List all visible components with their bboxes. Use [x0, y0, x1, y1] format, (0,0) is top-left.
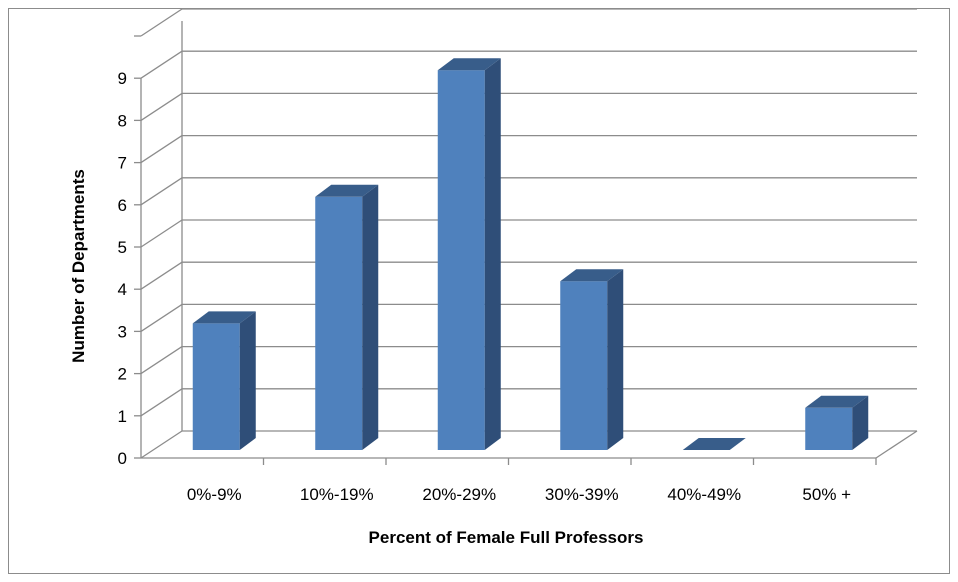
- x-tick-labels: 0%-9% 10%-19% 20%-29% 30%-39% 40%-49% 50% +: [187, 485, 851, 504]
- y-tick-label: 6: [118, 196, 127, 215]
- gridlines: [134, 8, 918, 459]
- side-gridline: [140, 135, 183, 164]
- side-gridline: [140, 50, 183, 79]
- bar-front: [192, 323, 240, 450]
- bar-20-29: [437, 58, 501, 450]
- bar-50: [805, 395, 869, 450]
- side-gridline: [140, 8, 183, 37]
- y-tick-label: 7: [118, 154, 127, 173]
- x-tick-label: 10%-19%: [300, 485, 374, 504]
- x-tick-label: 20%-29%: [422, 485, 496, 504]
- y-tick-label: 8: [118, 111, 127, 130]
- x-tick-label: 40%-49%: [667, 485, 741, 504]
- bar-40-49: [682, 438, 746, 450]
- bar-top: [805, 395, 869, 408]
- bar-side: [239, 311, 256, 450]
- bar-top: [560, 269, 624, 282]
- bar-side: [484, 58, 501, 450]
- y-tick-label: 9: [118, 69, 127, 88]
- side-gridline: [140, 388, 183, 417]
- y-axis-title: Number of Departments: [69, 169, 88, 363]
- bar-10-19: [315, 184, 379, 451]
- side-gridline: [140, 303, 183, 332]
- bar-side: [852, 395, 869, 450]
- bars: [192, 58, 877, 465]
- y-tick-label: 2: [118, 365, 127, 384]
- y-tick-label: 1: [118, 407, 127, 426]
- floor-right-edge: [875, 430, 918, 459]
- bar-0-9: [192, 311, 256, 450]
- x-tick-label: 0%-9%: [187, 485, 242, 504]
- bar-front: [560, 281, 608, 450]
- bar-front: [315, 196, 363, 450]
- y-tick-label: 3: [118, 322, 127, 341]
- x-tick-label: 30%-39%: [545, 485, 619, 504]
- bar-side: [607, 269, 624, 450]
- side-gridline: [140, 346, 183, 375]
- bar-30-39: [560, 269, 624, 450]
- bar-top: [315, 184, 379, 197]
- side-gridline: [140, 219, 183, 248]
- bar-top: [682, 438, 746, 450]
- y-tick-label: 4: [118, 280, 127, 299]
- side-gridline: [140, 92, 183, 121]
- bar-front: [805, 407, 853, 450]
- y-tick-label: 5: [118, 238, 127, 257]
- bar-side: [362, 184, 379, 451]
- bar-top: [192, 311, 256, 324]
- side-gridline: [140, 430, 183, 459]
- x-tick-label: 50% +: [802, 485, 851, 504]
- y-tick-label: 0: [118, 449, 127, 468]
- side-gridline: [140, 261, 183, 290]
- side-gridline: [140, 177, 183, 206]
- bar-front: [437, 70, 485, 450]
- x-axis-title: Percent of Female Full Professors: [369, 528, 644, 547]
- bar-top: [437, 58, 501, 71]
- y-tick-labels: 0 1 2 3 4 5 6 7 8 9: [118, 69, 127, 468]
